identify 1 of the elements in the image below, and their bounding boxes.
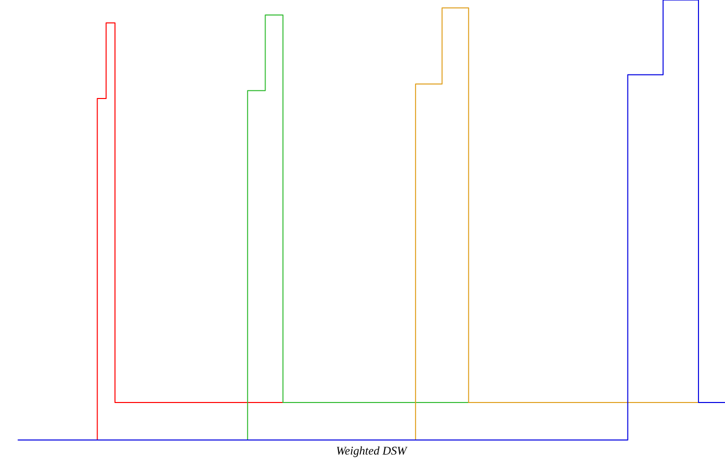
x-axis-title: Weighted DSW: [336, 446, 408, 458]
